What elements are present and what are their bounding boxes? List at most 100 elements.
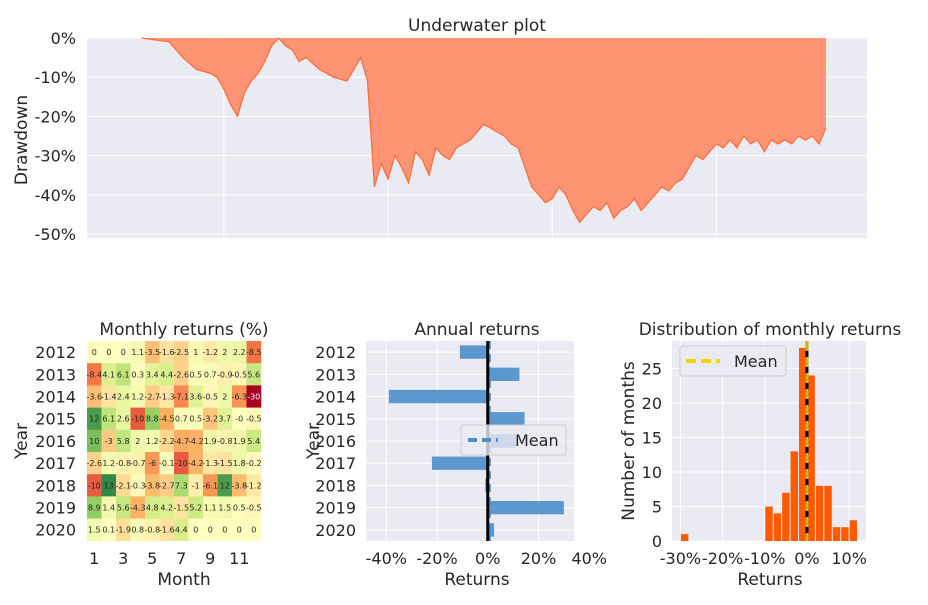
heatmap-cell: [246, 363, 262, 386]
heatmap-cell: [101, 407, 117, 431]
heatmap-cell: [130, 474, 146, 497]
heatmap-cell: [217, 407, 233, 431]
distribution-histogram-bar: [799, 347, 807, 541]
heatmap-cell-label: 8.9: [88, 504, 101, 513]
heatmap-cell-label: 2.6: [117, 415, 130, 424]
heatmap-cell: [246, 407, 262, 431]
heatmap-cell: [203, 429, 218, 453]
heatmap-cell-label: 5.2: [189, 504, 202, 513]
heatmap-cell-label: 0.7: [175, 415, 188, 424]
heatmap-cell-label: -10: [88, 481, 101, 490]
heatmap-cell-label: 0: [106, 348, 111, 357]
heatmap-cell: [232, 363, 247, 386]
heatmap-cell: [101, 518, 117, 542]
heatmap-year-label: 2012: [35, 343, 76, 362]
distribution-histogram-bar: [773, 513, 782, 541]
heatmap-year-label: 2019: [35, 499, 76, 518]
heatmap-cell-label: -10: [175, 459, 188, 468]
underwater-ytick-label: -20%: [35, 107, 76, 126]
underwater-ytick-label: 0%: [51, 29, 76, 48]
heatmap-cell: [188, 407, 204, 431]
monthly-returns-heatmap: 0 0 0 1.1 -3.5-1.6-2.5 1 -1.2 2 2.2 -8.5-8.4 4.1 6.…: [12, 320, 269, 590]
heatmap-cell: [232, 496, 247, 519]
heatmap-cell: [217, 429, 233, 453]
distribution-title: Distribution of monthly returns: [639, 320, 902, 340]
heatmap-cell-label: -6: [148, 459, 156, 468]
annual-year-label: 2018: [315, 476, 356, 495]
heatmap-cell: [159, 407, 175, 431]
heatmap-cell: [159, 429, 175, 453]
heatmap-cell-label: 2: [135, 437, 140, 446]
heatmap-cell-label: -6.1: [202, 481, 218, 490]
heatmap-cell: [87, 518, 102, 542]
heatmap-year-label: 2018: [35, 476, 76, 495]
heatmap-cell: [145, 407, 160, 431]
heatmap-cell-label: -1.6: [159, 526, 175, 535]
distribution-ytick-label: 0: [652, 532, 662, 551]
distribution-legend: Mean: [679, 345, 787, 377]
heatmap-cell-label: 0: [237, 526, 242, 535]
annual-xtick-label: 20%: [521, 549, 557, 568]
heatmap-cell: [159, 452, 175, 475]
underwater-plot: 0% -10% -20% -30% -40% -50% Underwater plot D…: [12, 16, 867, 244]
annual-return-bar: [459, 345, 488, 359]
distribution-ytick-label: 20: [642, 394, 662, 413]
heatmap-cell: [130, 496, 146, 519]
underwater-ytick-label: -50%: [35, 225, 76, 244]
heatmap-xlabel: Month: [157, 570, 210, 590]
heatmap-cell: [174, 518, 189, 542]
heatmap-cell: [232, 474, 247, 497]
annual-xtick-label: -20%: [416, 549, 457, 568]
heatmap-cell-label: -3.2: [202, 415, 218, 424]
heatmap-cell: [101, 474, 117, 497]
heatmap-cell-label: 1.2: [146, 437, 159, 446]
heatmap-year-label: 2014: [35, 388, 76, 407]
heatmap-cell-label: 6.1: [102, 415, 115, 424]
heatmap-cell: [116, 518, 131, 542]
heatmap-cell-label: 5.6: [117, 504, 130, 513]
heatmap-cell-label: 3.7: [218, 415, 231, 424]
distribution-ytick-label: 25: [642, 360, 662, 379]
heatmap-cell-label: -4.2: [188, 437, 204, 446]
distribution-legend-box: [679, 345, 787, 377]
heatmap-ylabel: Year: [12, 423, 32, 460]
heatmap-cell: [217, 385, 233, 408]
annual-legend-box: [460, 424, 567, 456]
heatmap-month-tick: 3: [118, 549, 128, 568]
heatmap-cell: [203, 341, 218, 364]
annual-year-label: 2012: [315, 343, 356, 362]
annual-year-label: 2016: [315, 432, 356, 451]
heatmap-cell-label: 0.3: [131, 370, 144, 379]
heatmap-cell: [87, 363, 102, 386]
heatmap-cell: [174, 496, 189, 519]
heatmap-cell-label: -2.1: [115, 481, 131, 490]
heatmap-cell-label: 5.8: [117, 437, 130, 446]
heatmap-cell-label: -0.3: [130, 481, 146, 490]
heatmap-cell-label: -2.6: [173, 370, 189, 379]
heatmap-cell: [246, 474, 262, 497]
heatmap-cell-label: 8.8: [146, 415, 159, 424]
distribution-histogram-bar: [680, 534, 689, 541]
distribution-histogram-bar: [815, 485, 824, 541]
heatmap-cell: [159, 385, 175, 408]
heatmap-cell-label: -6.3: [231, 393, 247, 402]
annual-return-bar: [487, 523, 495, 537]
heatmap-cell-label: 1.2: [102, 459, 115, 468]
heatmap-cell-label: -0.8: [115, 459, 131, 468]
heatmap-cell-label: 0: [251, 526, 256, 535]
monthly-distribution-chart: 0 5 10 15 20 25 -30% -20% -10% 0% 10% Mean Distri…: [619, 320, 901, 590]
heatmap-cell: [101, 429, 117, 453]
annual-returns-legend: Mean: [460, 424, 567, 456]
heatmap-cell: [174, 407, 189, 431]
heatmap-cell: [203, 474, 218, 497]
heatmap-cell-label: 1: [193, 348, 198, 357]
underwater-title: Underwater plot: [408, 16, 546, 36]
heatmap-cell: [174, 341, 189, 364]
heatmap-cell-label: -0.5: [246, 415, 262, 424]
heatmap-cell: [203, 363, 218, 386]
heatmap-cell: [87, 496, 102, 519]
heatmap-cell-label: 0: [222, 526, 227, 535]
heatmap-cell: [87, 341, 102, 364]
heatmap-cell-label: 3.4: [146, 370, 159, 379]
heatmap-cell: [203, 452, 218, 475]
